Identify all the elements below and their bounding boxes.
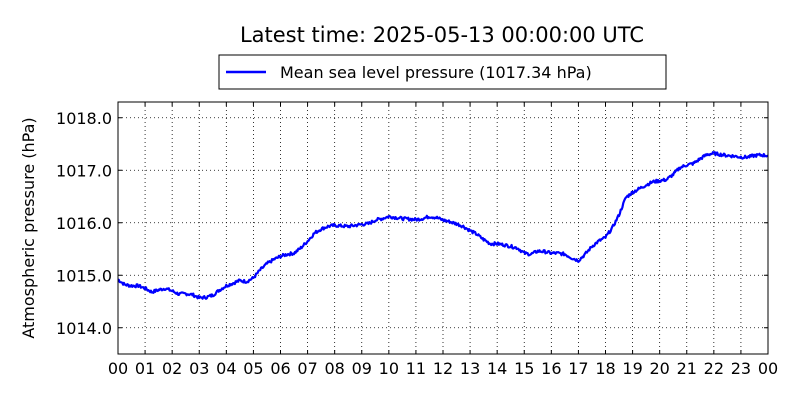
y-tick-labels: 1014.0 1015.0 1016.0 1017.0 1018.0	[56, 109, 112, 338]
x-tick-label: 21	[677, 359, 697, 378]
x-tick-label: 18	[595, 359, 615, 378]
x-tick-label: 19	[622, 359, 642, 378]
y-tick-label: 1016.0	[56, 214, 112, 233]
x-tick-label: 17	[568, 359, 588, 378]
y-tick-label: 1014.0	[56, 319, 112, 338]
y-tick-label: 1015.0	[56, 266, 112, 285]
x-tick-label: 01	[135, 359, 155, 378]
axis-ticks	[117, 102, 769, 354]
x-tick-label: 16	[541, 359, 561, 378]
plot-frame	[117, 101, 769, 355]
x-tick-label: 00	[758, 359, 778, 378]
series-layer	[117, 151, 769, 300]
x-tick-label: 11	[406, 359, 426, 378]
x-tick-label: 06	[270, 359, 290, 378]
legend: Mean sea level pressure (1017.34 hPa)	[218, 54, 667, 90]
grid-lines	[118, 102, 768, 354]
x-tick-label: 05	[243, 359, 263, 378]
x-tick-label: 09	[352, 359, 372, 378]
legend-box	[218, 54, 667, 90]
x-tick-label: 04	[216, 359, 236, 378]
x-tick-label: 07	[297, 359, 317, 378]
y-axis-label: Atmospheric pressure (hPa)	[19, 117, 38, 338]
x-tick-label: 14	[487, 359, 507, 378]
x-tick-label: 00	[108, 359, 128, 378]
y-tick-label: 1018.0	[56, 109, 112, 128]
x-tick-label: 22	[704, 359, 724, 378]
x-tick-label: 20	[649, 359, 669, 378]
x-tick-label: 10	[379, 359, 399, 378]
x-tick-label: 08	[324, 359, 344, 378]
y-tick-label: 1017.0	[56, 161, 112, 180]
x-tick-label: 12	[433, 359, 453, 378]
x-tick-label: 13	[460, 359, 480, 378]
x-tick-label: 02	[162, 359, 182, 378]
legend-label: Mean sea level pressure (1017.34 hPa)	[280, 63, 592, 82]
chart-title: Latest time: 2025-05-13 00:00:00 UTC	[240, 23, 644, 47]
x-tick-label: 15	[514, 359, 534, 378]
x-tick-labels: 00 01 02 03 04 05 06 07 08 09 10 11 12 13 14 15 16 17 18 19…	[108, 359, 778, 378]
x-tick-label: 23	[731, 359, 751, 378]
x-tick-label: 03	[189, 359, 209, 378]
series-line-mslp	[117, 151, 769, 300]
